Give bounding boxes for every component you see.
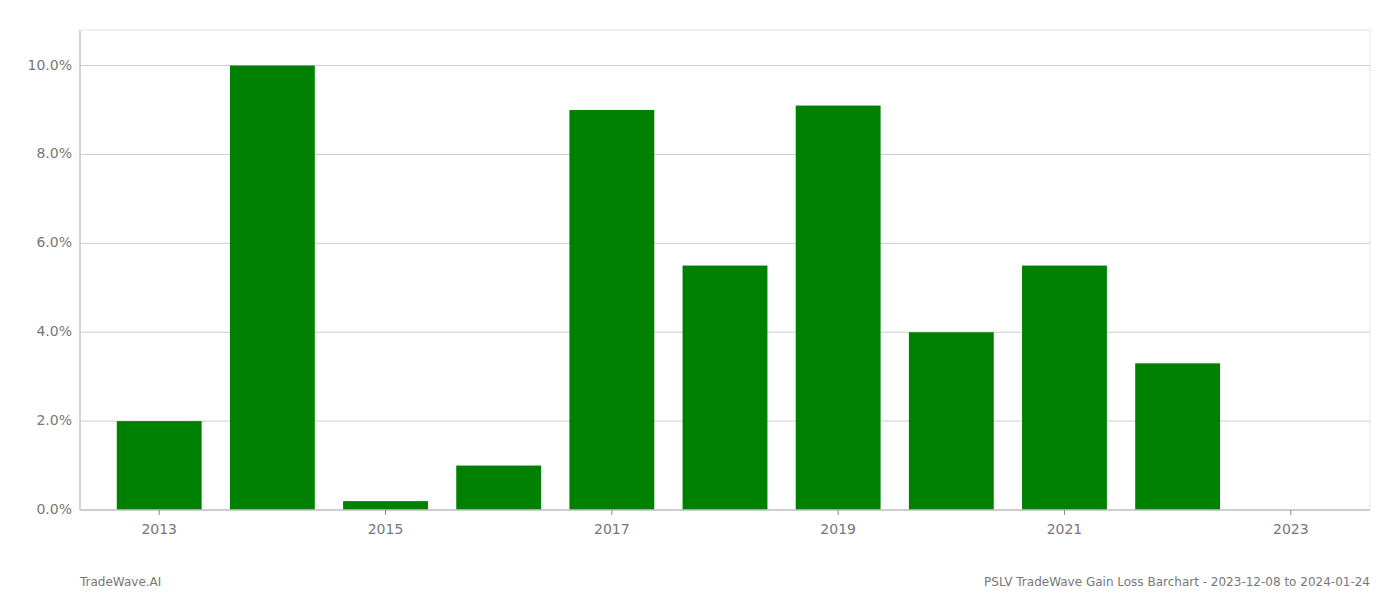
axes [80, 30, 1370, 510]
x-tick-label: 2015 [368, 521, 404, 537]
y-tick-label: 2.0% [36, 412, 72, 428]
x-tick [159, 510, 160, 515]
x-tick-label: 2019 [820, 521, 856, 537]
grid [80, 66, 1370, 510]
bar [1022, 266, 1107, 510]
x-tick-label: 2017 [594, 521, 630, 537]
bar [909, 332, 994, 510]
y-tick-label: 8.0% [36, 145, 72, 161]
bar [1135, 363, 1220, 510]
footer-text: PSLV TradeWave Gain Loss Barchart - 2023… [984, 575, 1370, 589]
bars [117, 66, 1220, 510]
x-tick-label: 2023 [1273, 521, 1309, 537]
footer: TradeWave.AI PSLV TradeWave Gain Loss Bar… [79, 575, 1370, 589]
bar [117, 421, 202, 510]
bar [683, 266, 768, 510]
x-tick-labels: 2013 2015 2017 2019 2021 2023 [141, 510, 1308, 537]
x-tick-label: 2013 [141, 521, 177, 537]
bar [456, 466, 541, 510]
bar [230, 66, 315, 510]
footer-text: TradeWave.AI [79, 575, 161, 589]
y-tick-labels: 0.0% 2.0% 4.0% 6.0% 8.0% 10.0% [28, 57, 72, 517]
plot-frame [80, 30, 1370, 510]
x-tick [1290, 510, 1291, 515]
bar [343, 501, 428, 510]
y-tick-label: 4.0% [36, 323, 72, 339]
y-tick-label: 6.0% [36, 234, 72, 250]
x-tick [1064, 510, 1065, 515]
x-tick [611, 510, 612, 515]
chart: 0.0%2.0%4.0%6.0%8.0%10.0%201320152017201… [0, 0, 1400, 600]
x-tick-label: 2021 [1047, 521, 1083, 537]
y-tick-label: 10.0% [28, 57, 72, 73]
bar [569, 110, 654, 510]
x-tick [385, 510, 386, 515]
bar [796, 106, 881, 510]
x-tick [838, 510, 839, 515]
y-tick-label: 0.0% [36, 501, 72, 517]
